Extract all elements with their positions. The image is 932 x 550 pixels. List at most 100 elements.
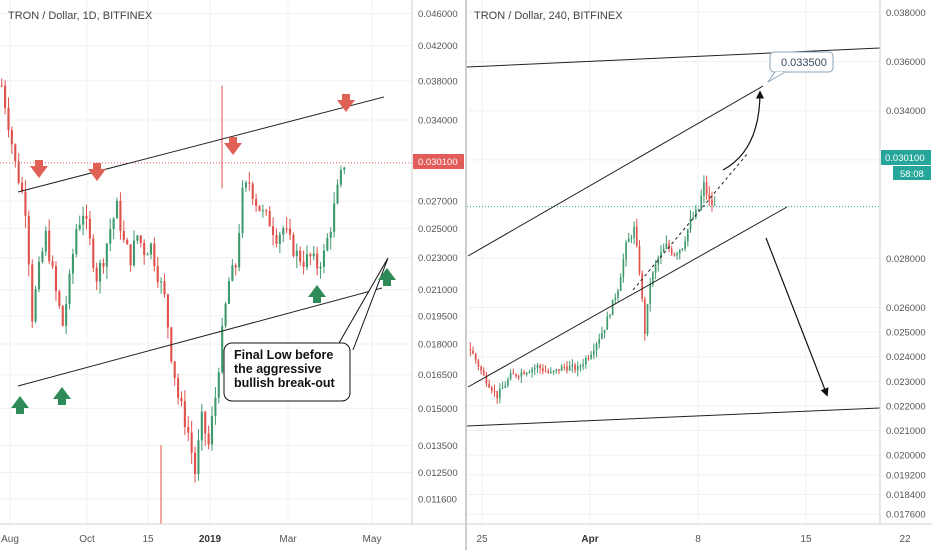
x-tick-label: 8 xyxy=(695,534,701,545)
left-price-axis: 0.046000 0.042000 0.038000 0.034000 0.027000… xyxy=(418,9,458,505)
candle xyxy=(95,262,98,291)
candle xyxy=(65,295,68,334)
candle xyxy=(224,301,227,329)
candle xyxy=(227,277,231,305)
candle xyxy=(598,333,601,349)
candle xyxy=(200,403,203,451)
x-tick-label: 22 xyxy=(899,534,911,545)
y-tick-label: 0.021000 xyxy=(886,426,926,437)
candle xyxy=(582,358,584,371)
candle xyxy=(657,255,660,272)
candle xyxy=(641,270,644,303)
callout-pointer xyxy=(334,257,389,351)
left-chart-title: TRON / Dollar, 1D, BITFINEX xyxy=(8,10,153,22)
candle xyxy=(558,369,560,375)
candle xyxy=(37,256,41,293)
candle xyxy=(102,258,105,274)
candle xyxy=(24,180,27,228)
candle xyxy=(251,181,254,205)
left-current-price-tag xyxy=(413,154,464,169)
y-tick-label: 0.012500 xyxy=(418,468,458,479)
candle xyxy=(665,235,668,250)
candle xyxy=(595,342,598,358)
right-chart-title: TRON / Dollar, 240, BITFINEX xyxy=(474,10,623,22)
right-channel-upper-line xyxy=(467,85,764,257)
candle xyxy=(132,230,136,267)
x-tick-label: 15 xyxy=(142,534,154,545)
y-tick-label: 0.027000 xyxy=(418,197,458,208)
candle xyxy=(544,365,547,373)
y-tick-label: 0.028000 xyxy=(886,254,926,265)
candle xyxy=(221,317,224,375)
y-tick-label: 0.025000 xyxy=(418,224,458,235)
y-tick-label: 0.038000 xyxy=(418,76,458,87)
candle xyxy=(214,386,217,425)
y-tick-label: 0.024000 xyxy=(886,352,926,363)
candle xyxy=(163,273,166,298)
red-down-arrow-icon xyxy=(337,94,355,112)
y-tick-label: 0.036000 xyxy=(886,57,926,68)
candle xyxy=(234,263,237,276)
candle xyxy=(119,192,122,240)
y-tick-label: 0.013500 xyxy=(418,441,458,452)
y-tick-label: 0.034000 xyxy=(886,106,926,117)
candle xyxy=(689,210,692,233)
candle xyxy=(681,248,684,252)
candle xyxy=(207,425,210,450)
y-tick-label: 0.017600 xyxy=(886,510,926,521)
candle xyxy=(472,346,474,355)
candle xyxy=(668,239,670,252)
candle xyxy=(625,239,627,267)
candle xyxy=(180,391,183,407)
candle xyxy=(34,285,37,324)
right-current-price-tag xyxy=(881,150,931,165)
candle xyxy=(617,288,619,302)
candle xyxy=(177,373,180,405)
red-down-arrow-icon xyxy=(224,137,242,155)
y-tick-label: 0.046000 xyxy=(418,9,458,20)
candle xyxy=(713,196,716,206)
right-down-projection-arrow xyxy=(765,237,829,397)
candle xyxy=(255,194,258,212)
y-tick-label: 0.022000 xyxy=(886,401,926,412)
y-tick-label: 0.023000 xyxy=(886,377,926,388)
x-tick-label: 25 xyxy=(476,534,488,545)
candle xyxy=(54,261,58,301)
candle xyxy=(75,223,78,258)
candle xyxy=(501,381,504,389)
candle xyxy=(210,406,214,451)
candle xyxy=(482,367,485,376)
candle xyxy=(520,368,523,383)
candle xyxy=(238,224,241,272)
candle xyxy=(231,259,234,282)
candle xyxy=(630,234,633,244)
candle xyxy=(166,293,169,339)
candle xyxy=(711,191,713,212)
x-tick-label: Aug xyxy=(1,534,19,545)
candle xyxy=(550,367,552,374)
candle xyxy=(662,243,665,253)
candle xyxy=(305,245,309,271)
candle xyxy=(533,364,536,376)
y-tick-label: 0.018400 xyxy=(886,490,926,501)
candle xyxy=(660,245,662,264)
x-tick-label: 2019 xyxy=(199,534,222,545)
left-candles xyxy=(0,78,346,524)
candle xyxy=(197,429,200,481)
candle xyxy=(204,410,207,446)
x-tick-label: Apr xyxy=(581,534,598,545)
candle xyxy=(622,253,625,283)
candle xyxy=(109,218,112,252)
candle xyxy=(99,259,102,294)
candle xyxy=(78,215,81,231)
candle xyxy=(611,299,614,316)
candle xyxy=(512,368,515,375)
left-current-price-label: 0.030100 xyxy=(418,157,458,168)
candle xyxy=(633,221,635,245)
candle xyxy=(339,165,342,188)
candle xyxy=(488,379,490,389)
right-countdown-label: 58:08 xyxy=(900,169,924,180)
candle xyxy=(326,233,329,252)
y-tick-label: 0.023000 xyxy=(418,253,458,264)
